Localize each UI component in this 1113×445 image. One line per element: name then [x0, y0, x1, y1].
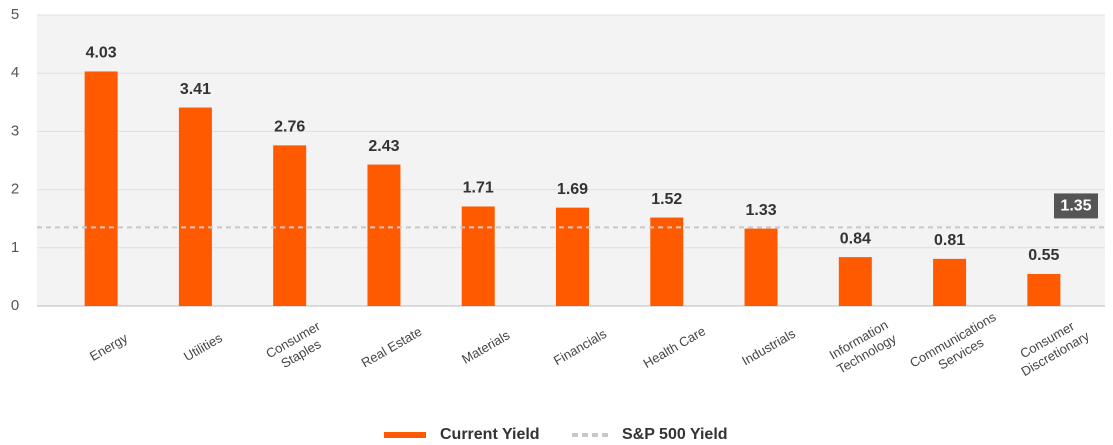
- y-tick-label: 1: [11, 239, 19, 256]
- value-label: 1.71: [463, 180, 494, 197]
- legend-label: S&P 500 Yield: [622, 426, 728, 443]
- reference-label: 1.35: [1060, 198, 1091, 215]
- bar: [273, 145, 307, 306]
- value-label: 0.84: [840, 230, 871, 247]
- x-tick-label: Industrials: [739, 326, 798, 369]
- x-tick-label: Health Care: [640, 323, 708, 371]
- bar: [838, 257, 872, 306]
- x-tick-label: Utilities: [181, 330, 225, 364]
- legend-label: Current Yield: [440, 426, 540, 443]
- x-tick-label: Real Estate: [359, 324, 425, 371]
- value-label: 0.81: [934, 232, 965, 249]
- y-tick-label: 2: [11, 181, 19, 198]
- value-label: 3.41: [180, 81, 211, 98]
- bar: [367, 164, 401, 306]
- x-tick-label: Materials: [459, 327, 513, 367]
- value-label: 1.52: [651, 191, 682, 208]
- bar: [650, 217, 684, 306]
- bar: [178, 107, 212, 307]
- bar: [933, 258, 967, 306]
- x-tick-label: Financials: [551, 326, 610, 369]
- value-label: 1.33: [745, 202, 776, 219]
- value-label: 2.76: [274, 119, 305, 136]
- value-label: 0.55: [1028, 247, 1059, 264]
- x-tick-label: CommunicationsServices: [907, 309, 1007, 385]
- x-tick-label: ConsumerStaples: [263, 318, 331, 375]
- value-label: 4.03: [86, 45, 117, 62]
- bar: [744, 228, 778, 306]
- y-tick-label: 0: [11, 297, 19, 314]
- x-tick-label: InformationTechnology: [827, 317, 900, 377]
- bar: [461, 206, 495, 306]
- bar: [1027, 273, 1061, 306]
- value-label: 1.69: [557, 181, 588, 198]
- x-tick-label: Energy: [87, 330, 131, 364]
- y-tick-label: 5: [11, 6, 19, 23]
- value-label: 2.43: [368, 138, 399, 155]
- x-tick-label: ConsumerDiscretionary: [1011, 314, 1093, 379]
- bar: [84, 71, 118, 306]
- y-tick-label: 3: [11, 122, 19, 139]
- bar: [556, 207, 589, 306]
- y-tick-label: 4: [11, 64, 19, 81]
- reference-label-box: [1054, 193, 1098, 219]
